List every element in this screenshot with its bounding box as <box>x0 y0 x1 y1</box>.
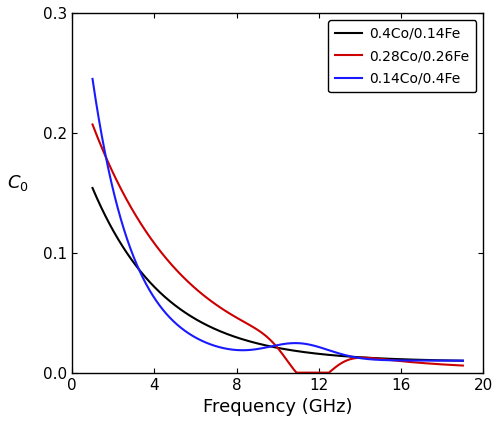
0.4Co/0.14Fe <box>460 358 466 363</box>
0.14Co/0.4Fe <box>381 357 387 363</box>
Line: 0.14Co/0.4Fe: 0.14Co/0.4Fe <box>92 79 463 361</box>
0.4Co/0.14Fe <box>260 342 266 347</box>
X-axis label: Frequency (GHz): Frequency (GHz) <box>203 398 352 416</box>
0.4Co/0.14Fe <box>449 358 455 363</box>
0.14Co/0.4Fe <box>449 358 455 363</box>
Line: 0.4Co/0.14Fe: 0.4Co/0.14Fe <box>92 188 463 361</box>
0.4Co/0.14Fe <box>270 344 276 349</box>
Y-axis label: $C_0$: $C_0$ <box>7 173 28 193</box>
0.14Co/0.4Fe <box>108 180 114 185</box>
0.4Co/0.14Fe <box>108 225 114 230</box>
0.4Co/0.14Fe <box>449 358 455 363</box>
0.14Co/0.4Fe <box>460 358 466 363</box>
0.28Co/0.26Fe <box>294 370 300 375</box>
0.28Co/0.26Fe <box>460 363 466 368</box>
0.14Co/0.4Fe <box>449 358 455 363</box>
0.14Co/0.4Fe <box>270 343 276 349</box>
0.4Co/0.14Fe <box>381 356 387 361</box>
0.28Co/0.26Fe <box>449 363 455 368</box>
Legend: 0.4Co/0.14Fe, 0.28Co/0.26Fe, 0.14Co/0.4Fe: 0.4Co/0.14Fe, 0.28Co/0.26Fe, 0.14Co/0.4F… <box>328 20 476 93</box>
0.28Co/0.26Fe <box>90 122 96 127</box>
0.28Co/0.26Fe <box>108 167 114 172</box>
0.28Co/0.26Fe <box>450 363 456 368</box>
0.14Co/0.4Fe <box>90 76 96 81</box>
0.28Co/0.26Fe <box>260 331 266 336</box>
0.28Co/0.26Fe <box>270 340 276 345</box>
0.28Co/0.26Fe <box>382 357 388 362</box>
0.14Co/0.4Fe <box>260 346 266 351</box>
Line: 0.28Co/0.26Fe: 0.28Co/0.26Fe <box>92 124 463 373</box>
0.4Co/0.14Fe <box>90 185 96 190</box>
